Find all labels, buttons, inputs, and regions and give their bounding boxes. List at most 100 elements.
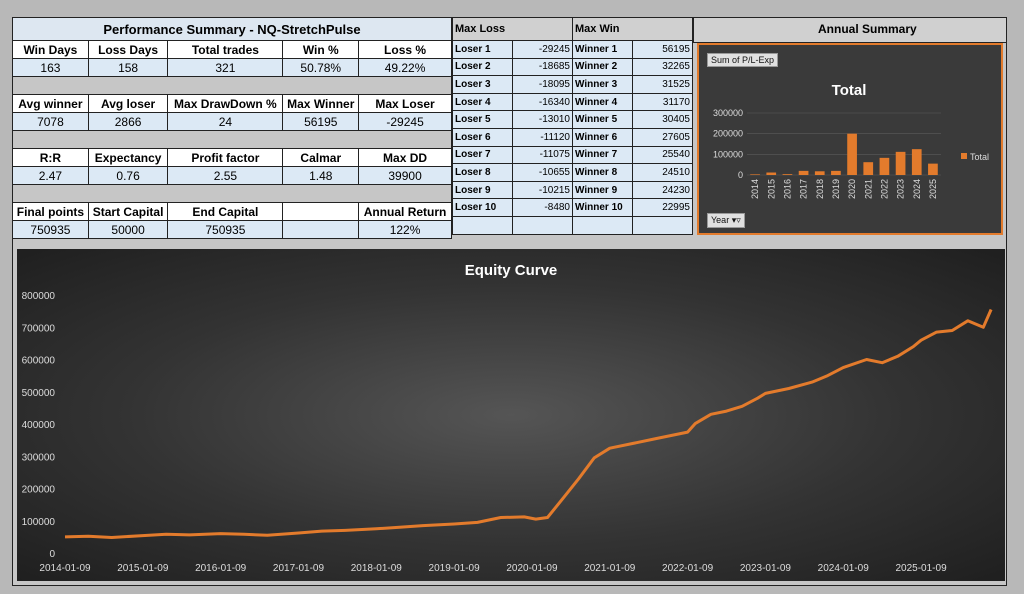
loser-value[interactable]: -10215 (511, 180, 574, 200)
loser-label[interactable]: Loser 1 (452, 40, 513, 59)
annual-summary-chart[interactable]: Sum of P/L-Exp Total 0 100000 200000 300000 2… (697, 43, 1003, 235)
value-cell[interactable]: 1.48 (282, 166, 360, 185)
empty-cell[interactable] (452, 215, 513, 235)
spacer-row[interactable] (12, 130, 452, 149)
loser-label[interactable]: Loser 6 (452, 127, 513, 147)
value-cell[interactable]: 122% (358, 220, 452, 239)
header-cell[interactable]: Calmar (282, 148, 360, 167)
loser-label[interactable]: Loser 7 (452, 145, 513, 165)
header-cell[interactable]: Final points (12, 202, 89, 221)
loser-value[interactable]: -11120 (511, 127, 574, 147)
loser-value[interactable]: -10655 (511, 163, 574, 182)
header-cell[interactable]: R:R (12, 148, 89, 167)
empty-cell[interactable] (571, 215, 634, 235)
winner-label[interactable]: Winner 7 (571, 145, 634, 165)
winner-value[interactable]: 25540 (632, 145, 693, 165)
value-cell[interactable]: 7078 (12, 112, 89, 131)
value-cell[interactable]: 750935 (167, 220, 284, 239)
empty-cell[interactable] (632, 215, 693, 235)
winner-value[interactable]: 22995 (632, 198, 693, 217)
bar-chart-title: Total (832, 82, 867, 99)
max-win-title[interactable]: Max Win (572, 17, 693, 41)
year-filter-button[interactable]: Year ▾▿ (707, 213, 745, 228)
header-cell[interactable]: Avg loser (87, 94, 169, 113)
header-cell[interactable]: Expectancy (87, 148, 169, 167)
winner-label[interactable]: Winner 10 (571, 198, 634, 217)
winner-value[interactable]: 27605 (632, 127, 693, 147)
loser-value[interactable]: -13010 (511, 110, 574, 129)
value-cell[interactable]: 321 (167, 58, 284, 77)
loser-value[interactable]: -18095 (511, 75, 574, 94)
winner-value[interactable]: 30405 (632, 110, 693, 129)
winner-label[interactable]: Winner 2 (571, 57, 634, 77)
winner-value[interactable]: 31170 (632, 92, 693, 112)
empty-cell[interactable] (511, 215, 574, 235)
header-cell[interactable]: Loss % (358, 40, 452, 59)
loser-label[interactable]: Loser 8 (452, 163, 513, 182)
header-cell[interactable]: Win % (282, 40, 360, 59)
max-loss-title[interactable]: Max Loss (452, 17, 573, 41)
value-cell[interactable]: 2.55 (167, 166, 284, 185)
winner-label[interactable]: Winner 6 (571, 127, 634, 147)
winner-value[interactable]: 32265 (632, 57, 693, 77)
header-cell[interactable]: Annual Return (358, 202, 452, 221)
header-cell[interactable]: Win Days (12, 40, 89, 59)
value-cell[interactable]: 158 (87, 58, 169, 77)
value-cell[interactable]: 2.47 (12, 166, 89, 185)
header-cell[interactable]: End Capital (167, 202, 284, 221)
spacer-row[interactable] (12, 76, 452, 95)
header-cell[interactable]: Max DrawDown % (167, 94, 284, 113)
y-tick-label: 200000 (22, 485, 56, 496)
loser-row: Loser 1 -29245 (452, 40, 574, 59)
equity-line (64, 308, 993, 539)
loser-value[interactable]: -18685 (511, 57, 574, 77)
loser-label[interactable]: Loser 2 (452, 57, 513, 77)
winner-value[interactable]: 56195 (632, 40, 693, 59)
header-cell[interactable]: Avg winner (12, 94, 89, 113)
loser-label[interactable]: Loser 9 (452, 180, 513, 200)
winner-value[interactable]: 24230 (632, 180, 693, 200)
winner-label[interactable]: Winner 4 (571, 92, 634, 112)
loser-value[interactable]: -29245 (511, 40, 574, 59)
winner-label[interactable]: Winner 3 (571, 75, 634, 94)
value-cell[interactable]: 39900 (358, 166, 452, 185)
winner-value[interactable]: 31525 (632, 75, 693, 94)
winner-label[interactable]: Winner 1 (571, 40, 634, 59)
header-cell[interactable]: Total trades (167, 40, 284, 59)
loser-label[interactable]: Loser 4 (452, 92, 513, 112)
value-cell[interactable] (282, 220, 360, 239)
loser-row: Loser 5 -13010 (452, 110, 574, 129)
value-cell[interactable]: 50.78% (282, 58, 360, 77)
value-cell[interactable]: 24 (167, 112, 284, 131)
winner-label[interactable]: Winner 5 (571, 110, 634, 129)
winner-value[interactable]: 24510 (632, 163, 693, 182)
header-cell[interactable]: Start Capital (87, 202, 169, 221)
loser-value[interactable]: -11075 (511, 145, 574, 165)
value-cell[interactable]: 49.22% (358, 58, 452, 77)
header-cell[interactable] (282, 202, 360, 221)
equity-curve-chart[interactable]: Equity Curve 0 100000 200000 300000 400000 500… (17, 249, 1005, 581)
value-cell[interactable]: 56195 (282, 112, 360, 131)
y-tick-label: 200000 (713, 129, 743, 139)
header-cell[interactable]: Max Winner (282, 94, 360, 113)
loser-value[interactable]: -8480 (511, 198, 574, 217)
loser-label[interactable]: Loser 10 (452, 198, 513, 217)
header-cell[interactable]: Profit factor (167, 148, 284, 167)
winner-label[interactable]: Winner 8 (571, 163, 634, 182)
header-cell[interactable]: Loss Days (87, 40, 169, 59)
spacer-row[interactable] (12, 184, 452, 203)
loser-label[interactable]: Loser 5 (452, 110, 513, 129)
x-tick-label: 2024-01-09 (818, 563, 870, 574)
value-cell[interactable]: 750935 (12, 220, 89, 239)
value-cell[interactable]: 163 (12, 58, 89, 77)
loser-value[interactable]: -16340 (511, 92, 574, 112)
header-cell[interactable]: Max Loser (358, 94, 452, 113)
header-cell[interactable]: Max DD (358, 148, 452, 167)
value-cell[interactable]: 2866 (87, 112, 169, 131)
loser-label[interactable]: Loser 3 (452, 75, 513, 94)
winner-label[interactable]: Winner 9 (571, 180, 634, 200)
pivot-field-button[interactable]: Sum of P/L-Exp (707, 53, 779, 67)
value-cell[interactable]: -29245 (358, 112, 452, 131)
value-cell[interactable]: 50000 (87, 220, 169, 239)
value-cell[interactable]: 0.76 (87, 166, 169, 185)
